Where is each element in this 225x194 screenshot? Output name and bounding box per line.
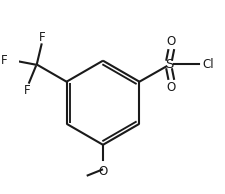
Text: F: F [0, 54, 7, 67]
Text: Cl: Cl [202, 58, 213, 71]
Text: F: F [39, 31, 46, 44]
Text: O: O [98, 165, 107, 178]
Text: O: O [166, 81, 175, 94]
Text: O: O [166, 35, 175, 48]
Text: S: S [164, 58, 173, 71]
Text: F: F [24, 84, 30, 97]
